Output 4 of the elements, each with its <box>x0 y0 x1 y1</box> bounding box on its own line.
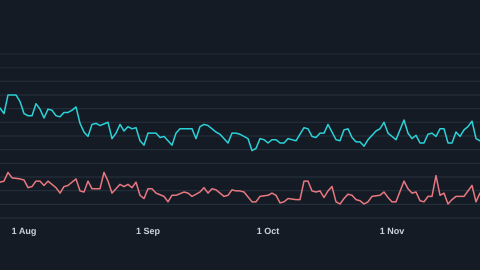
x-tick-label: 1 Aug <box>12 226 36 236</box>
x-tick-label: 1 Nov <box>380 226 404 236</box>
x-tick-label: 1 Oct <box>256 226 280 236</box>
x-tick-label: 1 Sep <box>136 226 161 236</box>
